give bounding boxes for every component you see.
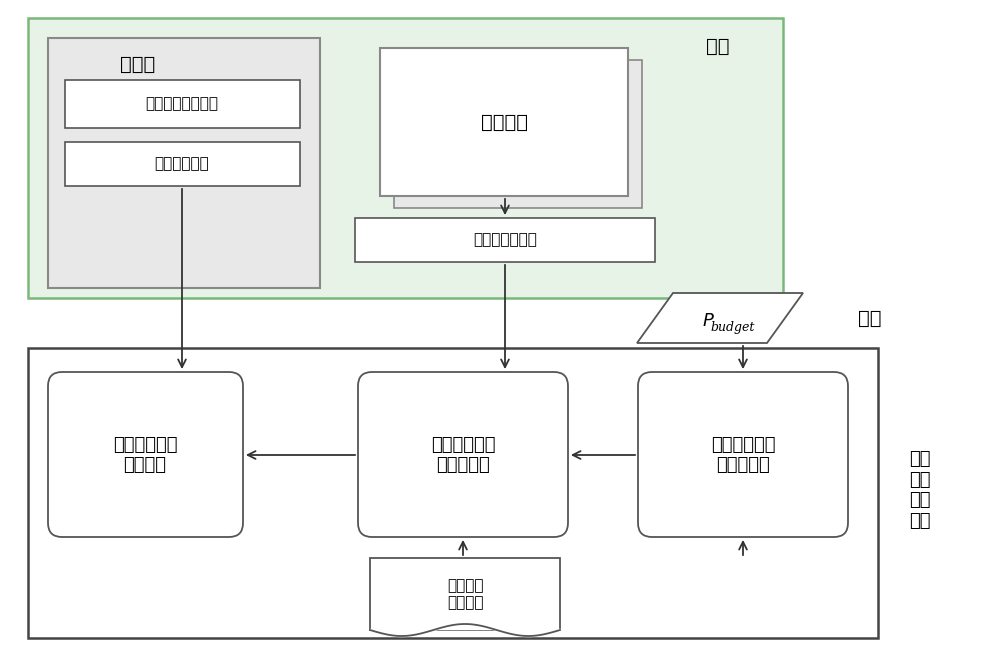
Text: 功耗控制接口: 功耗控制接口 xyxy=(155,156,209,172)
Text: 协处理器: 协处理器 xyxy=(480,112,528,131)
Text: 结点功耗预算
设置子系统: 结点功耗预算 设置子系统 xyxy=(711,436,775,475)
Text: 协处理器负载
监控子系统: 协处理器负载 监控子系统 xyxy=(431,436,495,475)
Text: 处理器: 处理器 xyxy=(120,55,156,73)
FancyBboxPatch shape xyxy=(638,372,848,537)
Bar xyxy=(28,18,783,298)
Text: 功耗控制支持模块: 功耗控制支持模块 xyxy=(146,96,218,112)
Text: budget: budget xyxy=(711,321,755,333)
Bar xyxy=(48,38,320,288)
Text: 结点功耗
描述文件: 结点功耗 描述文件 xyxy=(447,578,483,610)
FancyBboxPatch shape xyxy=(358,372,568,537)
Bar xyxy=(394,60,642,208)
Bar xyxy=(65,80,300,128)
Text: $P$: $P$ xyxy=(702,312,714,330)
Text: 处理器功耗设
置子系统: 处理器功耗设 置子系统 xyxy=(113,436,177,475)
Bar xyxy=(380,48,628,196)
FancyBboxPatch shape xyxy=(48,372,243,537)
Text: 输入: 输入 xyxy=(858,308,882,327)
Bar xyxy=(28,348,878,638)
Bar xyxy=(355,218,655,262)
Text: 结点: 结点 xyxy=(706,36,730,55)
Text: 利用率查询接口: 利用率查询接口 xyxy=(473,232,537,248)
Text: 峰値
功耗
控制
系统: 峰値 功耗 控制 系统 xyxy=(909,450,931,530)
Bar xyxy=(65,142,300,186)
Bar xyxy=(370,558,560,630)
Polygon shape xyxy=(637,293,803,343)
